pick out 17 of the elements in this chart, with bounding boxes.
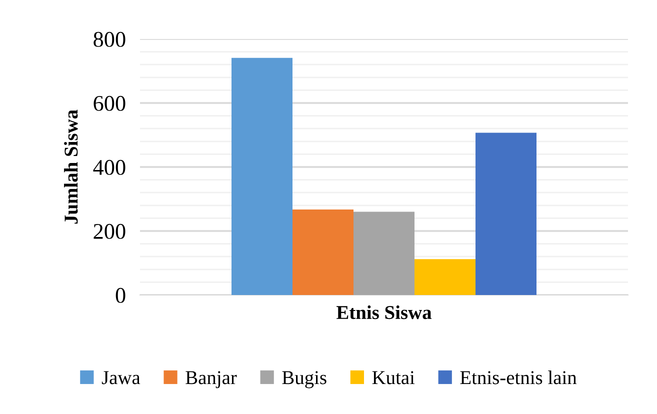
legend-label: Kutai — [372, 371, 415, 384]
y-tick-label: 400 — [93, 160, 126, 175]
legend-label: Jawa — [102, 371, 140, 384]
legend-label: Bugis — [282, 371, 326, 388]
legend-label: Banjar — [186, 371, 237, 388]
y-tick-label: 200 — [94, 224, 126, 239]
bar — [292, 210, 354, 295]
y-tick-label: 0 — [116, 288, 126, 303]
bar — [354, 212, 414, 295]
y-axis-title: Jumlah Siswa — [64, 110, 78, 224]
x-axis-title: Etnis Siswa — [336, 305, 432, 320]
bar — [414, 259, 476, 295]
legend-label: Etnis-etnis lain — [460, 370, 577, 384]
y-tick-label: 800 — [94, 32, 126, 47]
bar — [232, 58, 292, 295]
y-tick-label: 600 — [94, 96, 126, 111]
bar — [476, 132, 536, 295]
